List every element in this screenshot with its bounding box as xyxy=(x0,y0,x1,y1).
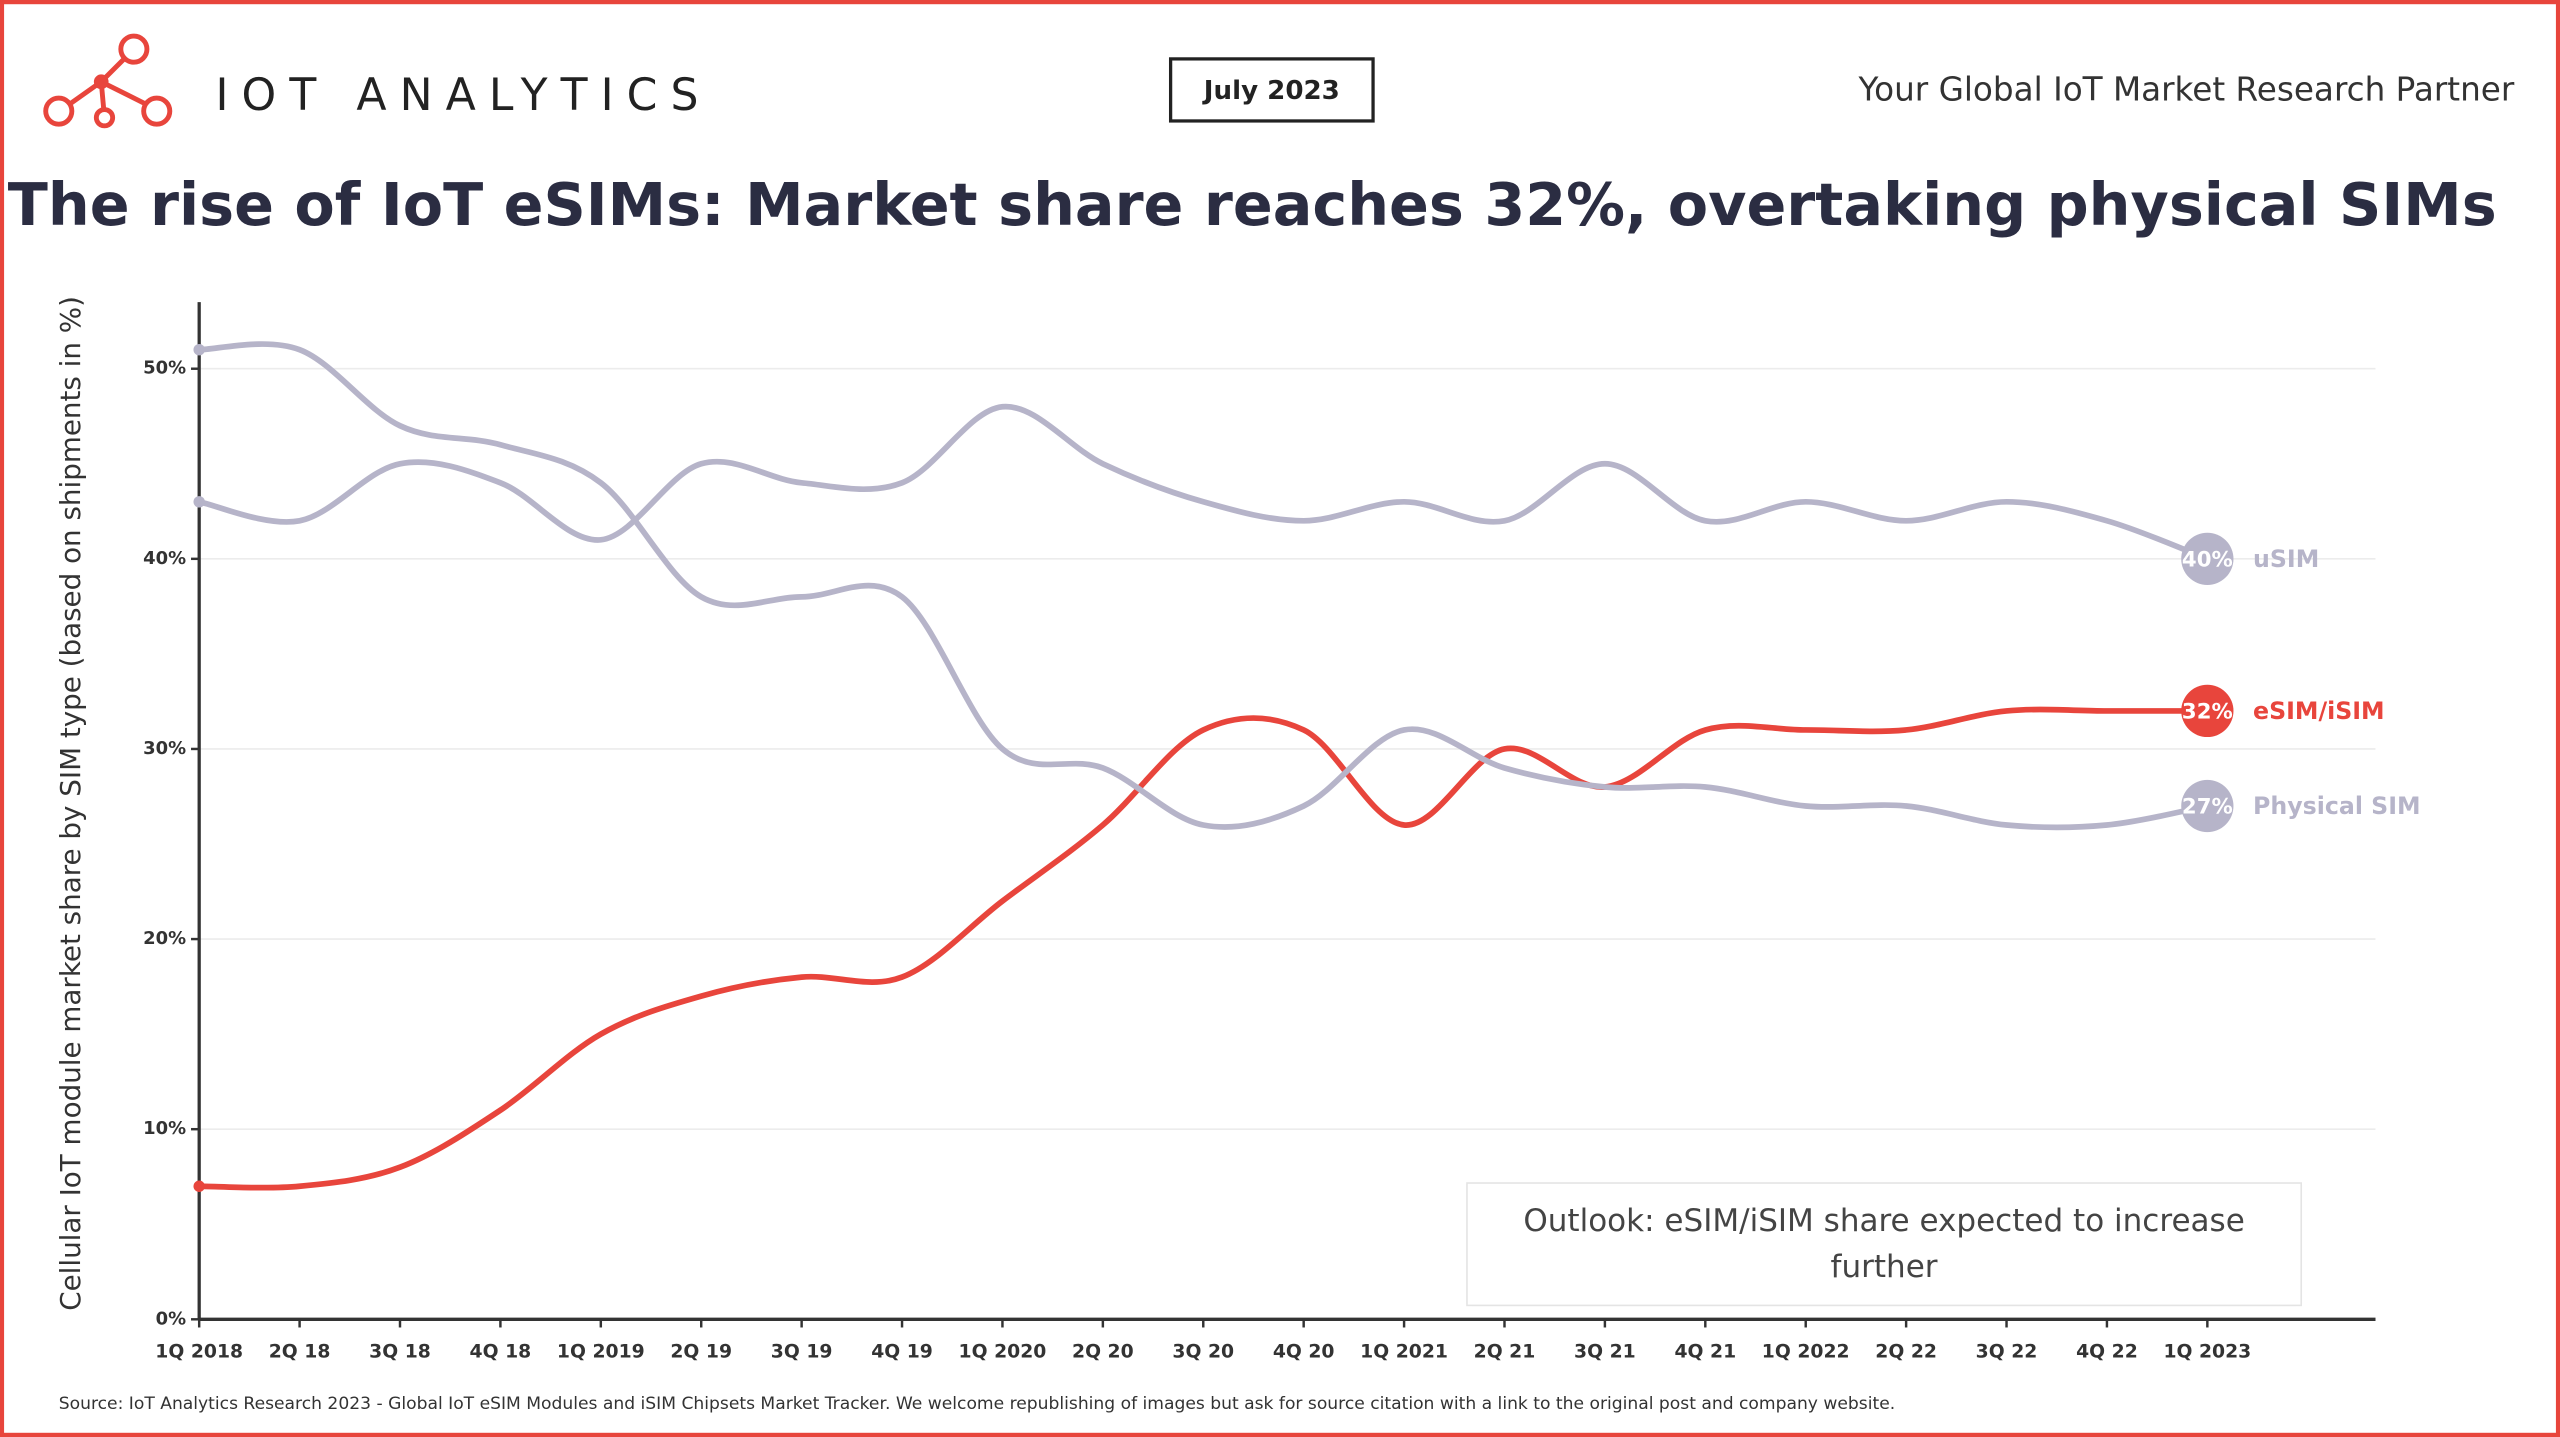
series-line xyxy=(196,403,2211,562)
x-tick-label: 4Q 18 xyxy=(470,1341,532,1362)
x-tick-label: 3Q 19 xyxy=(771,1341,833,1362)
end-point xyxy=(2181,779,2234,833)
x-tick-label: 1Q 2019 xyxy=(557,1341,645,1362)
y-tick-label: 0% xyxy=(156,1308,186,1329)
value-label: 32% xyxy=(2182,700,2233,725)
x-tick-label: 1Q 2021 xyxy=(1360,1341,1448,1362)
y-tick-label: 40% xyxy=(143,548,186,569)
x-tick-label: 1Q 2023 xyxy=(2163,1341,2251,1362)
logo xyxy=(43,33,173,129)
chart-title: The rise of IoT eSIMs: Market share reac… xyxy=(8,170,2497,239)
end-point xyxy=(2181,684,2234,738)
x-tick-label: 4Q 19 xyxy=(871,1341,933,1362)
tagline: Your Global IoT Market Research Partner xyxy=(1858,71,2515,109)
x-tick-label: 2Q 18 xyxy=(269,1341,331,1362)
x-tick-label: 3Q 18 xyxy=(369,1341,431,1362)
y-tick-label: 30% xyxy=(143,738,186,759)
legend-label: eSIM/iSIM xyxy=(2253,697,2385,725)
x-tick-label: 1Q 2022 xyxy=(1762,1341,1850,1362)
start-point xyxy=(193,343,205,356)
end-point xyxy=(2181,532,2234,585)
x-tick-label: 3Q 22 xyxy=(1976,1341,2038,1362)
brand: IOT ANALYTICS xyxy=(216,70,712,121)
x-tick-label: 1Q 2018 xyxy=(155,1341,243,1362)
x-tick-label: 2Q 20 xyxy=(1072,1341,1134,1362)
y-tick-label: 10% xyxy=(143,1118,186,1139)
x-tick-label: 2Q 19 xyxy=(670,1341,732,1362)
legend-label: uSIM xyxy=(2253,545,2319,573)
annotation-box: Outlook: eSIM/iSIM share expected to inc… xyxy=(1466,1182,2303,1307)
x-tick-label: 4Q 22 xyxy=(2076,1341,2138,1362)
x-tick-label: 4Q 20 xyxy=(1273,1341,1335,1362)
y-tick-label: 50% xyxy=(143,358,186,379)
date-box xyxy=(1168,57,1375,123)
series-line xyxy=(196,341,2211,831)
x-tick-label: 4Q 21 xyxy=(1674,1341,1736,1362)
series-line xyxy=(196,706,2211,1191)
value-label: 40% xyxy=(2182,547,2233,572)
annotation: Outlook: eSIM/iSIM share expected to inc… xyxy=(1466,1182,2303,1307)
x-tick-label: 1Q 2020 xyxy=(959,1341,1047,1362)
source: Source: IoT Analytics Research 2023 - Gl… xyxy=(59,1394,1895,1414)
x-tick-label: 2Q 22 xyxy=(1875,1341,1937,1362)
x-tick-label: 2Q 21 xyxy=(1474,1341,1536,1362)
x-tick-label: 3Q 21 xyxy=(1574,1341,1636,1362)
date: July 2023 xyxy=(1202,76,1340,106)
y-tick-label: 20% xyxy=(143,928,186,949)
legend-label: Physical SIM xyxy=(2253,792,2421,820)
start-point xyxy=(193,496,205,508)
start-point xyxy=(193,1180,205,1192)
x-tick-label: 3Q 20 xyxy=(1172,1341,1234,1362)
value-label: 27% xyxy=(2182,795,2233,820)
y-axis-label: Cellular IoT module market share by SIM … xyxy=(54,296,87,1311)
